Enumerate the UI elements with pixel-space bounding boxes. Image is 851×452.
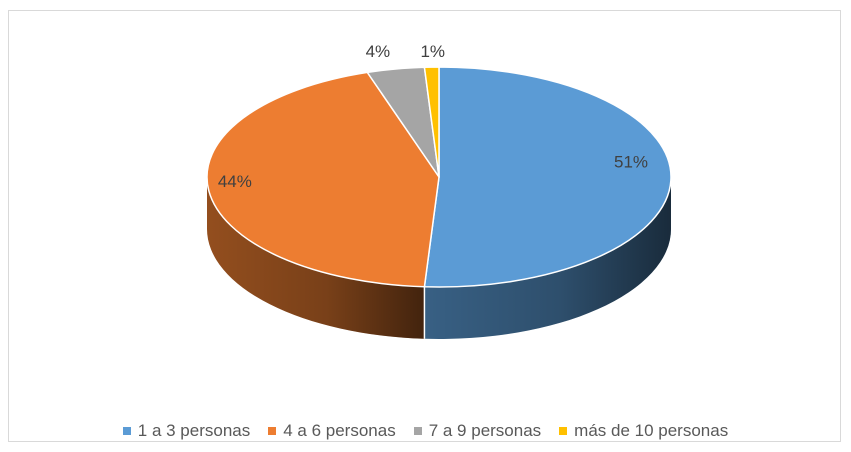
pie-slice-1-a-3 <box>423 66 672 288</box>
legend-item-7-a-9: 7 a 9 personas <box>413 421 542 441</box>
chart-frame: 51% 44% 4% 1% 1 a 3 personas 4 a 6 personas… <box>8 10 841 442</box>
legend-swatch-7-a-9 <box>413 427 422 435</box>
data-label-1-a-3: 51% <box>614 152 648 171</box>
legend-label-mas-de-10: más de 10 personas <box>574 421 729 440</box>
legend-item-4-a-6: 4 a 6 personas <box>268 421 396 441</box>
data-label-7-a-9: 4% <box>366 42 391 61</box>
chart-legend: 1 a 3 personas 4 a 6 personas 7 a 9 pers… <box>9 421 842 441</box>
legend-swatch-4-a-6 <box>268 427 277 435</box>
legend-item-mas-de-10: más de 10 personas <box>559 421 728 441</box>
pie-side-shade-1-a-3 <box>424 177 671 339</box>
pie-chart: 51% 44% 4% 1% <box>206 42 672 339</box>
legend-swatch-mas-de-10 <box>559 427 568 435</box>
data-label-mas-de-10: 1% <box>420 42 445 61</box>
legend-label-7-a-9: 7 a 9 personas <box>428 421 542 440</box>
legend-label-4-a-6: 4 a 6 personas <box>283 421 396 440</box>
legend-item-1-a-3: 1 a 3 personas <box>122 421 251 441</box>
legend-swatch-1-a-3 <box>122 427 131 435</box>
pie-slice-4-a-6 <box>206 71 440 288</box>
data-label-4-a-6: 44% <box>218 172 252 191</box>
legend-label-1-a-3: 1 a 3 personas <box>137 421 251 440</box>
pie-slice-mas-de-10 <box>423 66 440 178</box>
pie-side-shade-4-a-6 <box>207 177 425 339</box>
